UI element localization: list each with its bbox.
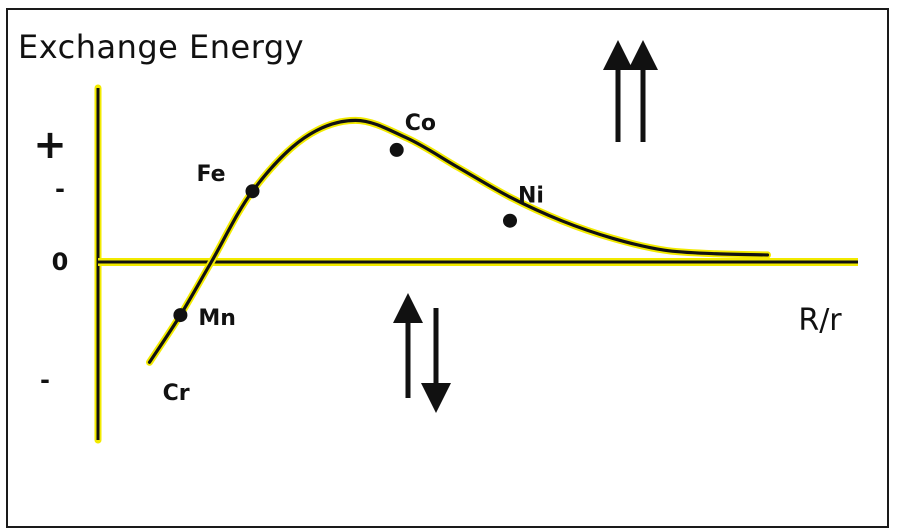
y-tick-label: - (40, 366, 50, 394)
exchange-energy-curve (147, 118, 770, 364)
figure-frame (6, 8, 889, 528)
y-tick-label: - (55, 175, 65, 203)
label-mn: Mn (198, 306, 236, 331)
point-mn (173, 308, 188, 323)
y-tick-label: 0 (52, 248, 69, 276)
chart-title: Exchange Energy (18, 28, 305, 66)
point-fe (245, 184, 260, 199)
point-co (389, 142, 404, 157)
label-ni: Ni (518, 184, 544, 209)
point-ni (503, 213, 517, 228)
label-cr: Cr (163, 381, 190, 406)
label-fe: Fe (197, 162, 226, 187)
label-co: Co (405, 111, 436, 136)
y-tick-label: + (33, 122, 67, 168)
curve-highlight (146, 116, 771, 366)
x-axis-label: R/r (798, 303, 842, 338)
